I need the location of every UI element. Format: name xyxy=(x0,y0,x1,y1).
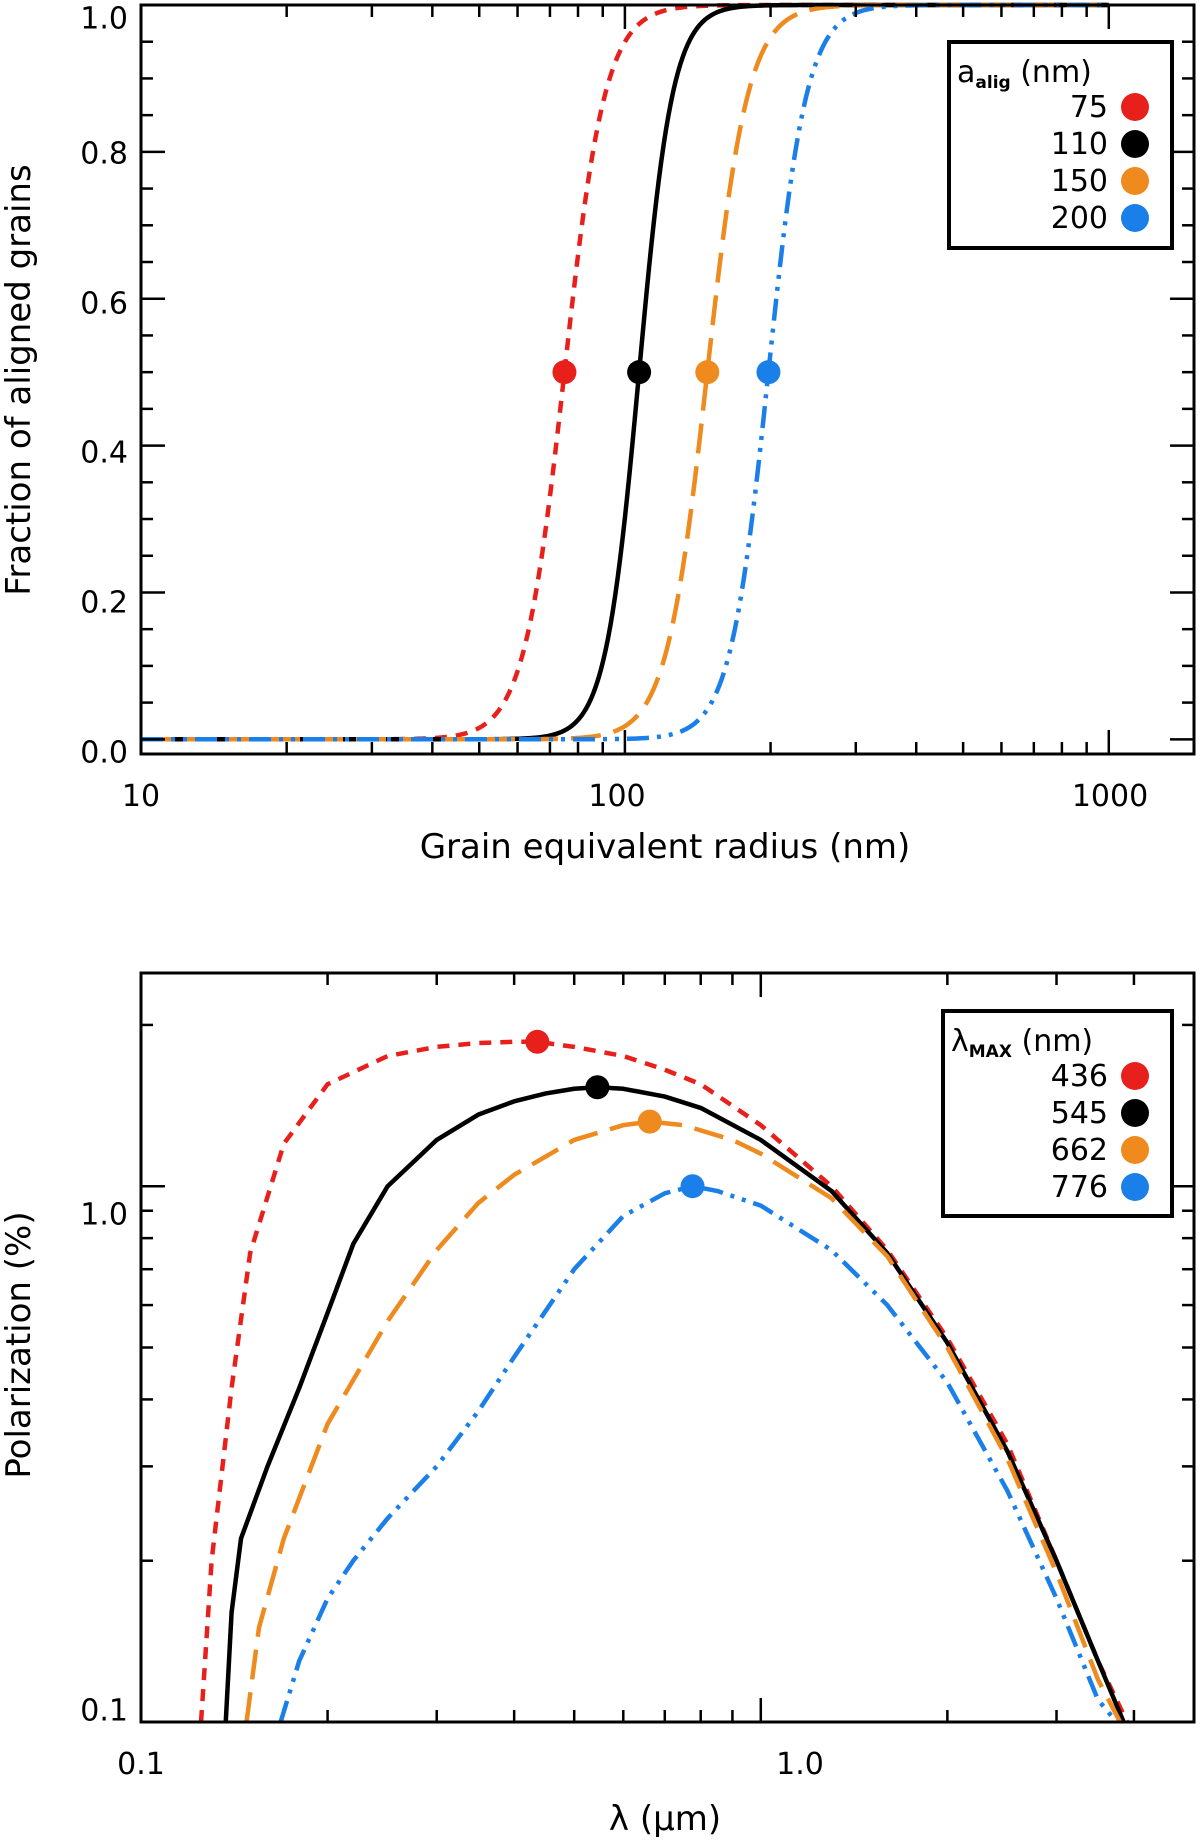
legend-marker-blue xyxy=(1121,204,1149,232)
y-tick-label: 0.8 xyxy=(80,137,128,172)
y-tick-label: 0.1 xyxy=(80,1694,128,1729)
legend-entry-label: 436 xyxy=(1051,1059,1108,1094)
legend-entry-label: 776 xyxy=(1051,1170,1108,1205)
y-tick-label: 0.0 xyxy=(80,736,128,771)
x-tick-label: 0.1 xyxy=(117,1747,165,1782)
x-axis-label: Grain equivalent radius (nm) xyxy=(420,827,911,867)
y-axis-label: Fraction of aligned grains xyxy=(0,164,39,595)
y-tick-label: 0.6 xyxy=(80,287,128,322)
x-tick-label: 1.0 xyxy=(776,1747,824,1782)
legend-entry-label: 150 xyxy=(1051,164,1108,199)
series-marker-436 xyxy=(525,1029,550,1054)
plot-frame xyxy=(139,3,1196,756)
series-marker-75 xyxy=(552,360,577,385)
polarization-markers xyxy=(525,1029,705,1199)
legend-marker-orange xyxy=(1121,1136,1149,1164)
series-marker-200 xyxy=(756,360,781,385)
legend: aalig (nm) 75 110 150 200 xyxy=(947,40,1174,250)
legend-entry-label: 200 xyxy=(1051,201,1108,236)
x-tick-label: 10 xyxy=(122,779,160,814)
series-marker-110 xyxy=(627,360,652,385)
legend-marker-red xyxy=(1121,1062,1149,1090)
alignment-fraction-chart: 0.0 0.2 0.4 0.6 0.8 1.0 10 100 1000 Grai… xyxy=(0,2,1196,867)
axis-ticks xyxy=(139,973,1196,1724)
legend-marker-black xyxy=(1121,1099,1149,1127)
x-tick-label: 1000 xyxy=(1072,779,1148,814)
axis-ticks xyxy=(139,3,1194,754)
series-marker-662 xyxy=(637,1109,662,1134)
x-tick-label: 100 xyxy=(588,779,645,814)
legend-marker-red xyxy=(1121,93,1149,121)
alignment-markers xyxy=(552,360,781,385)
series-line-662 xyxy=(244,1119,1123,1724)
y-tick-label: 0.4 xyxy=(80,436,128,471)
legend-title-sub: MAX xyxy=(969,1042,1012,1062)
legend-entry-label: 110 xyxy=(1051,127,1108,162)
y-tick-label: 1.0 xyxy=(80,1198,128,1233)
legend-title-unit: (nm) xyxy=(1011,55,1092,90)
series-line-436 xyxy=(198,1039,1130,1723)
legend-title-main: a xyxy=(957,55,975,90)
series-line-776 xyxy=(278,1183,1119,1724)
series-marker-776 xyxy=(680,1174,705,1199)
legend-title-sub: alig xyxy=(975,73,1010,93)
legend-title: aalig (nm) xyxy=(957,55,1092,93)
y-tick-label: 1.0 xyxy=(80,2,128,37)
x-axis-label: λ (μm) xyxy=(609,1799,721,1839)
polarization-chart: 0.1 1.0 0.1 1.0 λ (μm) Polarization (%) … xyxy=(0,971,1196,1839)
y-axis-label: Polarization (%) xyxy=(0,1211,39,1478)
legend-title-unit: (nm) xyxy=(1012,1024,1093,1059)
series-marker-150 xyxy=(695,360,720,385)
legend-entry-label: 545 xyxy=(1051,1096,1108,1131)
legend-marker-orange xyxy=(1121,167,1149,195)
series-line-75 xyxy=(141,2,1109,742)
series-line-545 xyxy=(223,1085,1126,1723)
series-marker-545 xyxy=(585,1075,610,1100)
polarization-curves xyxy=(198,1039,1130,1724)
legend-title-main: λ xyxy=(951,1024,969,1059)
legend-title: λMAX (nm) xyxy=(951,1024,1093,1062)
legend-marker-blue xyxy=(1121,1173,1149,1201)
legend-entry-label: 75 xyxy=(1070,90,1108,125)
legend: λMAX (nm) 436 545 662 776 xyxy=(941,1009,1174,1218)
legend-marker-black xyxy=(1121,130,1149,158)
y-tick-label: 0.2 xyxy=(80,586,128,621)
legend-entry-label: 662 xyxy=(1051,1133,1108,1168)
